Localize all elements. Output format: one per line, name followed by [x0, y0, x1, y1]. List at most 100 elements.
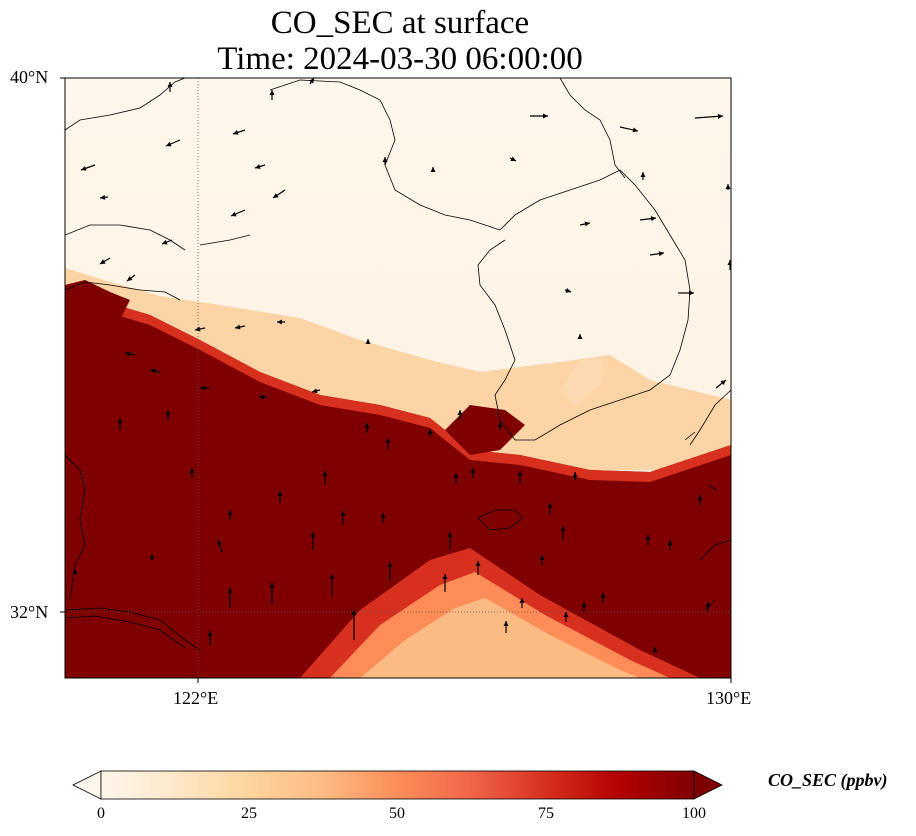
wind-arrow-head [277, 491, 283, 496]
colorbar-tick-label: 75 [538, 805, 554, 822]
wind-arrow-head [447, 532, 453, 537]
wind-arrow-head [720, 380, 726, 386]
wind-arrow-head [387, 562, 393, 567]
wind-arrow-head [584, 221, 590, 227]
wind-arrow-head [167, 82, 173, 87]
wind-arrow-head [652, 647, 658, 652]
wind-arrow-head [385, 438, 391, 443]
wind-arrow-head [255, 164, 261, 169]
wind-arrow-head [697, 495, 703, 500]
coastline-jeju [477, 509, 524, 531]
wind-arrow-head [380, 513, 386, 518]
river-yangtze [65, 615, 186, 649]
coastline-japan [684, 389, 731, 611]
map-title: CO_SEC at surface [270, 5, 530, 41]
colorbar-tick-label: 25 [241, 805, 257, 822]
map-subtitle: Time: 2024-03-30 06:00:00 [217, 41, 583, 77]
wind-arrow-head [81, 165, 87, 171]
wind-arrow-head [207, 631, 213, 636]
wind-arrow-head [150, 368, 156, 374]
wind-arrow-head [149, 554, 155, 559]
coastline-shandong [65, 281, 181, 301]
wind-arrow-head [510, 156, 516, 161]
wind-arrow-head [235, 324, 241, 330]
wind-arrow-head [725, 184, 731, 189]
wind-arrow-head [309, 78, 314, 84]
wind-arrow-head [166, 141, 172, 147]
wind-arrow-head [517, 471, 523, 476]
wind-arrow-head [100, 259, 106, 264]
wind-arrow-head [650, 216, 656, 222]
wind-arrow-head [457, 410, 463, 415]
wind-arrow-head [217, 540, 222, 546]
wind-arrow-head [200, 385, 205, 391]
wind-arrow-head [547, 503, 553, 508]
coastline-china-east [65, 454, 201, 651]
coastline-liaodong [269, 79, 501, 231]
wind-arrow-head [475, 561, 481, 566]
wind-arrow-head [705, 602, 711, 607]
wind-vectors [72, 78, 731, 653]
wind-arrow-head [667, 540, 673, 545]
wind-arrow-head [689, 290, 694, 296]
wind-arrow-head [640, 172, 646, 177]
wind-arrow-head [572, 472, 578, 477]
wind-arrow-head [162, 239, 168, 245]
wind-arrow-head [365, 339, 371, 344]
plume-fringe [65, 292, 731, 482]
lat-tick-label: 32°N [10, 602, 49, 622]
wind-arrow-head [125, 351, 131, 357]
wind-arrow-head [233, 130, 239, 135]
wind-arrow-head [382, 157, 388, 162]
wind-arrow-head [577, 334, 583, 339]
colorbar-tick-label: 100 [682, 805, 706, 822]
wind-arrow-head [658, 251, 664, 257]
lon-tick-label: 130°E [706, 688, 752, 708]
coastline-bohai [65, 78, 251, 251]
wind-arrow-head [581, 602, 587, 607]
wind-arrow-head [165, 410, 171, 415]
wind-arrow-head [310, 532, 316, 537]
wind-arrow-head [100, 194, 106, 200]
wind-arrow-head [127, 276, 133, 281]
wind-arrow-head [364, 423, 370, 428]
wind-arrow-head [231, 211, 237, 217]
wind-arrow-head [727, 260, 731, 265]
coastal-plume-patch [65, 280, 130, 360]
lat-tick-label: 40°N [10, 67, 49, 87]
wind-arrow-head [195, 326, 201, 332]
colorbar-tick-label: 50 [389, 805, 405, 822]
wind-arrow-head [503, 621, 509, 626]
wind-arrow-head [117, 418, 123, 423]
wind-arrow-head [600, 593, 606, 598]
wind-arrow-head [329, 574, 335, 579]
wind-arrow-head [539, 555, 545, 560]
plume-front [65, 292, 731, 678]
coastline-korea-north [559, 78, 626, 179]
wind-arrow-head [519, 598, 525, 603]
map-frame [64, 77, 732, 679]
wind-arrow-head [273, 193, 279, 198]
colorbar-tick-label: 0 [97, 805, 105, 822]
wind-arrow-head [269, 90, 275, 95]
wind-arrow-head [227, 510, 233, 515]
colorbar-label: CO_SEC (ppbv) [768, 770, 888, 790]
wind-arrow-head [453, 473, 459, 478]
wind-arrow-head [632, 127, 638, 133]
wind-arrow-head [430, 167, 436, 172]
wind-arrow-head [560, 526, 566, 531]
wind-arrow-head [189, 468, 195, 473]
wind-arrow-head [543, 113, 548, 119]
wind-arrow-head [72, 569, 78, 574]
wind-arrow-head [312, 388, 318, 394]
wind-arrow-head [717, 113, 723, 119]
wind-arrow-head [645, 535, 651, 540]
hotspot-halo [560, 355, 605, 405]
southern-wedge-inner [360, 598, 640, 678]
wind-arrow-head [227, 588, 233, 593]
lon-tick-label: 122°E [173, 688, 219, 708]
wind-arrow-head [340, 511, 346, 516]
hotspot [445, 405, 525, 455]
wind-arrow-head [565, 288, 571, 293]
